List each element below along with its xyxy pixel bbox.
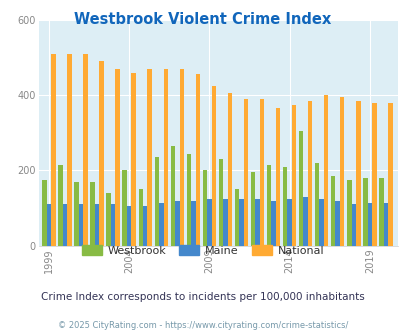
Bar xyxy=(95,204,99,246)
Bar xyxy=(307,101,311,246)
Bar xyxy=(211,86,215,246)
Bar xyxy=(371,103,375,246)
Bar xyxy=(170,146,175,246)
Bar xyxy=(378,178,383,246)
Bar xyxy=(271,201,275,246)
Bar xyxy=(323,95,328,246)
Bar xyxy=(207,199,211,246)
Bar xyxy=(250,172,255,246)
Bar xyxy=(147,69,151,246)
Bar xyxy=(275,108,279,246)
Bar xyxy=(42,180,47,246)
Bar xyxy=(223,199,227,246)
Bar xyxy=(83,54,87,246)
Bar xyxy=(218,159,223,246)
Bar xyxy=(335,201,339,246)
Bar xyxy=(131,73,136,246)
Bar xyxy=(58,165,63,246)
Bar xyxy=(122,171,127,246)
Bar xyxy=(234,189,239,246)
Bar xyxy=(330,176,335,246)
Bar xyxy=(90,182,95,246)
Bar xyxy=(115,69,119,246)
Bar xyxy=(143,206,147,246)
Bar xyxy=(186,153,191,246)
Bar xyxy=(319,199,323,246)
Bar xyxy=(259,99,264,246)
Text: © 2025 CityRating.com - https://www.cityrating.com/crime-statistics/: © 2025 CityRating.com - https://www.city… xyxy=(58,321,347,330)
Bar xyxy=(138,189,143,246)
Bar xyxy=(291,105,296,246)
Bar xyxy=(74,182,79,246)
Text: Westbrook Violent Crime Index: Westbrook Violent Crime Index xyxy=(74,12,331,26)
Bar xyxy=(298,131,303,246)
Bar xyxy=(111,204,115,246)
Bar xyxy=(47,204,51,246)
Bar xyxy=(346,180,351,246)
Bar xyxy=(243,99,247,246)
Bar xyxy=(79,204,83,246)
Bar xyxy=(367,203,371,246)
Bar xyxy=(362,178,367,246)
Bar xyxy=(51,54,55,246)
Bar xyxy=(159,203,163,246)
Bar xyxy=(282,167,287,246)
Bar xyxy=(303,197,307,246)
Bar xyxy=(191,201,195,246)
Bar xyxy=(195,75,200,246)
Bar xyxy=(154,157,159,246)
Bar xyxy=(255,199,259,246)
Text: Crime Index corresponds to incidents per 100,000 inhabitants: Crime Index corresponds to incidents per… xyxy=(41,292,364,302)
Bar xyxy=(287,199,291,246)
Bar xyxy=(99,61,104,246)
Bar xyxy=(63,204,67,246)
Bar xyxy=(127,206,131,246)
Bar xyxy=(106,193,111,246)
Bar xyxy=(239,199,243,246)
Bar xyxy=(202,171,207,246)
Bar xyxy=(383,203,387,246)
Bar xyxy=(351,204,355,246)
Bar xyxy=(163,69,168,246)
Bar xyxy=(175,201,179,246)
Bar xyxy=(266,165,271,246)
Bar xyxy=(355,101,360,246)
Bar xyxy=(339,97,343,246)
Bar xyxy=(314,163,319,246)
Bar xyxy=(387,103,392,246)
Legend: Westbrook, Maine, National: Westbrook, Maine, National xyxy=(77,241,328,260)
Bar xyxy=(227,93,232,246)
Bar xyxy=(67,54,72,246)
Bar xyxy=(179,69,183,246)
